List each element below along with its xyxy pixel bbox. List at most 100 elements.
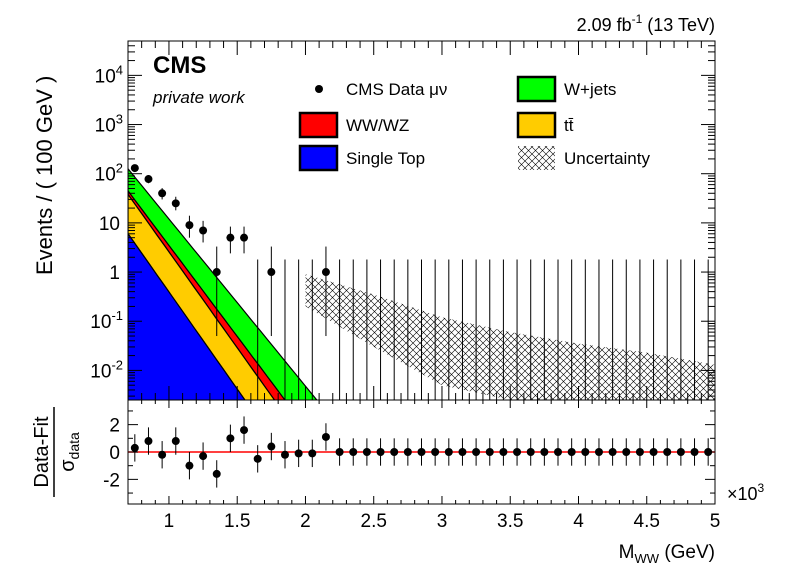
top-y-tick-label: 1 <box>109 263 120 284</box>
top-y-tick-label: 10-1 <box>90 308 123 333</box>
pull-point <box>130 443 139 452</box>
legend-label: tt̄ <box>564 116 574 135</box>
pull-point <box>663 448 672 456</box>
pull-point <box>240 426 249 435</box>
legend-hatch-swatch <box>518 146 555 170</box>
pull-point <box>472 448 481 456</box>
legend-label: Single Top <box>346 149 425 168</box>
legend-label: W+jets <box>564 80 616 99</box>
top-x-ticks <box>127 41 716 400</box>
pull-point <box>594 448 603 456</box>
x-tick-label: 1.5 <box>224 511 250 532</box>
pull-point <box>321 432 330 441</box>
pull-label-denominator: σdata <box>57 432 82 472</box>
data-point <box>130 164 139 173</box>
pull-point <box>622 448 631 456</box>
pull-point <box>444 448 453 456</box>
legend-entry: W+jets <box>516 75 616 103</box>
legend-entry: WW/WZ <box>298 111 409 139</box>
legend-swatch <box>298 144 339 172</box>
legend-entry: tt̄ <box>516 111 574 139</box>
legend-swatch <box>298 111 339 139</box>
subtitle: private work <box>152 88 246 107</box>
pull-point <box>485 448 494 456</box>
pull-point <box>690 448 699 456</box>
pull-point <box>390 448 399 456</box>
pull-point <box>212 469 221 478</box>
top-y-axis: 10-2 10-1 1 10 102 103 104 <box>90 40 715 397</box>
data-point <box>171 199 180 208</box>
bottom-y-axis: 2 0 -2 <box>103 410 715 494</box>
pull-point <box>526 448 535 456</box>
top-y-tick-label: 103 <box>95 112 123 137</box>
data-point <box>199 226 208 235</box>
top-y-tick-label: 10 <box>99 214 120 235</box>
data-points <box>130 164 709 400</box>
legend-label: Uncertainty <box>564 149 650 168</box>
pull-point <box>649 448 658 456</box>
top-panel: 10-2 10-1 1 10 102 103 104 CMS private work Ev… <box>32 40 716 401</box>
pull-point <box>335 448 344 456</box>
pull-points <box>128 416 715 488</box>
x-axis-label: MWW (GeV) <box>619 542 715 566</box>
legend: CMS Data μν W+jets WW/WZ tt̄ Single Top Uncer… <box>298 75 650 172</box>
legend-entry: Single Top <box>298 144 425 172</box>
ttbar-area <box>128 193 276 400</box>
x-tick-label: 3 <box>437 511 448 532</box>
pull-point <box>349 448 358 456</box>
data-point <box>226 233 235 242</box>
top-y-axis-label: Events / ( 100 GeV ) <box>32 76 57 275</box>
pull-point <box>513 448 522 456</box>
legend-swatch <box>516 75 557 103</box>
legend-entry: Uncertainty <box>518 146 650 170</box>
data-point <box>321 268 330 277</box>
pull-point <box>280 450 289 459</box>
x-tick-label: 5 <box>710 511 721 532</box>
pull-point <box>417 448 426 456</box>
bottom-x-axis: 1 1.5 2 2.5 3 3.5 4 4.5 5 <box>127 400 721 532</box>
cms-label: CMS <box>153 52 206 79</box>
x-tick-label: 4 <box>573 511 584 532</box>
pull-point <box>267 442 276 451</box>
pull-point <box>294 449 303 458</box>
data-point <box>185 221 194 230</box>
bottom-y-tick-label: 0 <box>109 443 120 464</box>
data-point <box>158 189 167 198</box>
legend-label: WW/WZ <box>346 116 409 135</box>
x-tick-label: 2 <box>300 511 311 532</box>
pull-point <box>581 448 590 456</box>
pull-point <box>431 448 440 456</box>
data-point <box>144 175 153 184</box>
pull-point <box>158 450 167 459</box>
pull-label-numerator: Data-Fit <box>31 416 53 488</box>
pull-point <box>554 448 563 456</box>
pull-point <box>144 437 153 446</box>
data-point <box>212 268 221 277</box>
bottom-panel: 2 0 -2 1 1.5 2 2.5 3 3.5 4 4.5 5 Data-Fit σdata ×1… <box>31 399 765 566</box>
x-tick-label: 3.5 <box>497 511 523 532</box>
top-y-tick-label: 104 <box>95 62 123 87</box>
x-tick-label: 4.5 <box>634 511 660 532</box>
pull-point <box>567 448 576 456</box>
x-tick-label: 1 <box>164 511 175 532</box>
legend-label: CMS Data μν <box>346 80 447 99</box>
pull-point <box>199 452 208 461</box>
pull-point <box>185 461 194 470</box>
pull-point <box>540 448 549 456</box>
bottom-y-tick-label: 2 <box>109 416 120 437</box>
pull-point <box>253 454 262 463</box>
legend-marker <box>315 85 323 93</box>
lumi-label: 2.09 fb-1 (13 TeV) <box>577 12 715 35</box>
wwwz-area <box>128 189 286 400</box>
pull-point <box>458 448 467 456</box>
pull-point <box>308 449 317 458</box>
pull-point <box>403 448 412 456</box>
legend-entry: CMS Data μν <box>315 80 447 99</box>
bottom-y-axis-label: Data-Fit σdata <box>31 407 82 497</box>
wjets-area <box>128 167 318 400</box>
top-y-tick-label: 102 <box>95 161 123 186</box>
pull-point <box>676 448 685 456</box>
pull-point <box>171 437 180 446</box>
pull-point <box>362 448 371 456</box>
pull-point <box>226 434 235 443</box>
